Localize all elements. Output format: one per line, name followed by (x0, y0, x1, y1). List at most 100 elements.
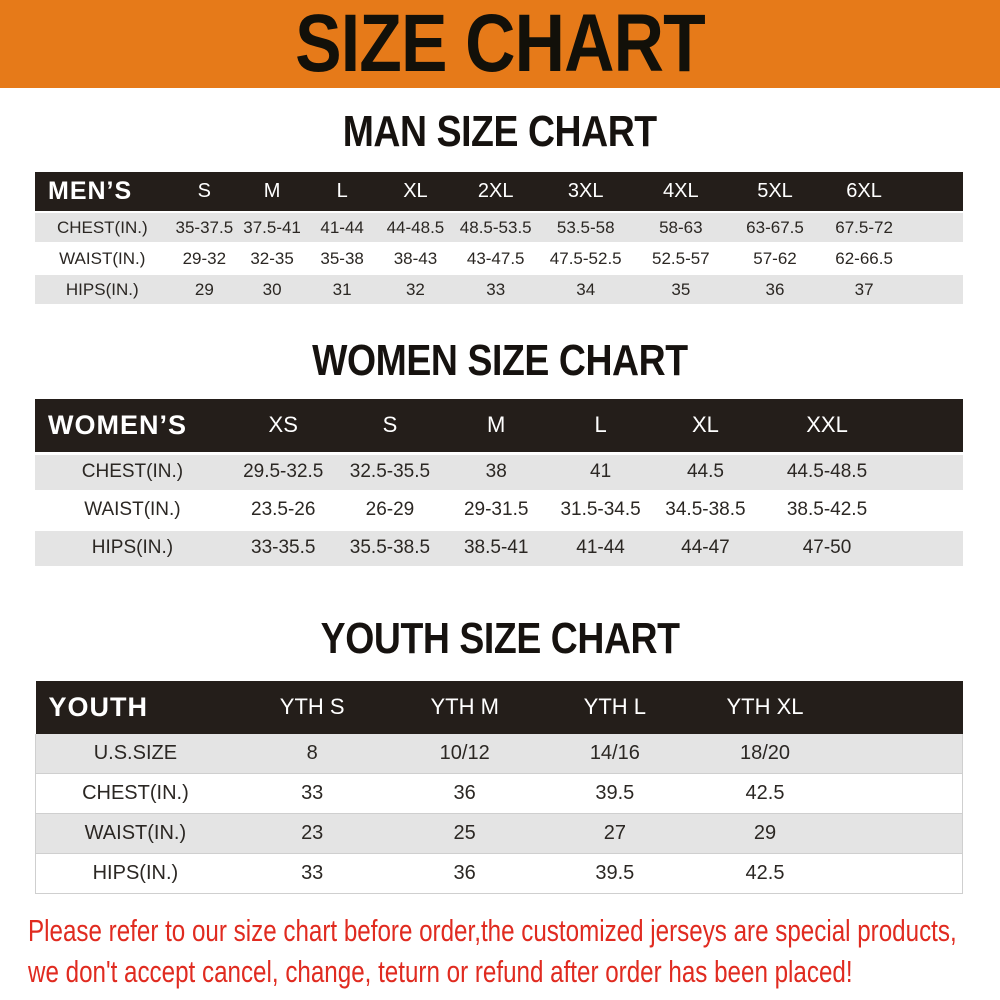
mens-size-table-size-header-cell: 6XL (820, 172, 909, 212)
value-cell: 44.5-48.5 (758, 451, 896, 493)
men-section-heading: MAN SIZE CHART (0, 108, 1000, 156)
disclaimer-line-1: Please refer to our size chart before or… (28, 913, 957, 948)
youth-size-table-header-row: YOUTH YTH S YTH M YTH L YTH XL (35, 680, 963, 734)
value-cell: 29 (169, 273, 240, 306)
value-cell: 36 (389, 853, 540, 894)
value-cell: 37 (820, 273, 909, 306)
disclaimer-line-2: we don't accept cancel, change, teturn o… (28, 954, 853, 989)
value-cell: 42.5 (689, 853, 841, 894)
value-cell: 52.5-57 (651, 248, 710, 268)
value-cell: 29 (689, 813, 841, 854)
womens-size-table-row: WAIST(IN.) 23.5-26 26-29 29-31.5 31.5-34.5 34… (35, 491, 963, 529)
value-cell: 35.5-38.5 (336, 527, 444, 569)
youth-size-table-title-cell: YOUTH (35, 680, 235, 734)
womens-size-table-row: HIPS(IN.) 33-35.5 35.5-38.5 38.5-41 41-44 44-… (35, 527, 963, 569)
value-cell: 48.5-53.5 (451, 211, 540, 244)
mens-size-table-size-header-cell: S (169, 172, 240, 212)
youth-section-heading: YOUTH SIZE CHART (0, 613, 1000, 663)
row-label-cell: WAIST(IN.) (34, 813, 235, 854)
men-section-heading-text: MAN SIZE CHART (342, 107, 658, 156)
value-cell: 23.5-26 (251, 499, 316, 520)
value-cell: 38 (443, 451, 550, 493)
spacer-cell (908, 211, 963, 244)
value-cell: 35-37.5 (169, 211, 240, 244)
womens-size-table-row: CHEST(IN.) 29.5-32.5 32.5-35.5 38 41 44.5 44.5… (35, 451, 963, 493)
mens-size-table-size-header-cell: L (305, 172, 380, 212)
youth-size-table-row: WAIST(IN.) 23 25 27 29 (34, 813, 964, 854)
value-cell: 35-38 (320, 248, 364, 268)
value-cell: 41-44 (549, 527, 653, 569)
value-cell: 29.5-32.5 (229, 451, 337, 493)
value-cell: 32 (379, 273, 452, 306)
row-label-cell: HIPS(IN.) (35, 273, 170, 306)
value-cell: 31.5-34.5 (560, 499, 641, 520)
womens-size-table-size-header-cell: XL (652, 399, 759, 453)
spacer-cell (840, 733, 964, 774)
spacer-cell (895, 451, 963, 493)
value-cell: 18/20 (689, 733, 841, 774)
spacer-cell (908, 273, 963, 306)
value-cell: 33-35.5 (229, 527, 337, 569)
youth-section-heading-text: YOUTH SIZE CHART (320, 613, 680, 663)
spacer-cell (840, 853, 964, 894)
womens-size-table-size-header-cell: M (443, 399, 550, 453)
row-label-cell: WAIST(IN.) (59, 248, 146, 268)
womens-size-table: WOMEN’S XS S M L XL XXL CHEST(IN.) 29.5-32.5 32.5… (35, 399, 963, 569)
row-label-cell: HIPS(IN.) (35, 527, 230, 569)
womens-size-table-size-header-cell: XS (229, 399, 337, 453)
value-cell: 32-35 (250, 248, 294, 268)
value-cell: 37.5-41 (239, 211, 306, 244)
value-cell: 39.5 (539, 773, 690, 814)
youth-size-table-size-header-cell: YTH M (389, 680, 540, 734)
mens-size-table-row: HIPS(IN.) 29 30 31 32 33 34 35 36 37 (35, 273, 963, 306)
row-label-cell: CHEST(IN.) (35, 451, 230, 493)
mens-size-table-size-header-cell: 4XL (631, 172, 730, 212)
value-cell: 39.5 (539, 853, 690, 894)
value-cell: 53.5-58 (539, 211, 632, 244)
mens-size-table: MEN’S S M L XL 2XL 3XL 4XL 5XL 6XL CHEST(IN.) 35-37… (35, 172, 963, 306)
value-cell: 43-47.5 (466, 248, 525, 268)
row-label-cell: WAIST(IN.) (84, 499, 181, 520)
womens-size-table-size-header-cell: S (336, 399, 444, 453)
womens-size-table-size-header-cell: L (549, 399, 653, 453)
women-section-heading: WOMEN SIZE CHART (0, 337, 1000, 385)
spacer-cell (895, 491, 963, 529)
mens-size-table-title-cell: MEN’S (35, 172, 170, 212)
value-cell: 44-47 (652, 527, 759, 569)
value-cell: 23 (234, 813, 390, 854)
value-cell: 25 (389, 813, 540, 854)
youth-size-table-size-header-cell: YTH L (539, 680, 690, 734)
value-cell: 34.5-38.5 (665, 499, 746, 520)
spacer-cell (908, 243, 963, 274)
mens-size-table-size-header-cell: M (239, 172, 306, 212)
value-cell: 8 (234, 733, 390, 774)
womens-size-table-header-row: WOMEN’S XS S M L XL XXL (35, 399, 963, 453)
youth-size-table-row: U.S.SIZE 8 10/12 14/16 18/20 (34, 733, 964, 774)
value-cell: 36 (389, 773, 540, 814)
row-label-cell: CHEST(IN.) (35, 211, 170, 244)
value-cell: 29-31.5 (463, 499, 529, 520)
value-cell: 38.5-42.5 (786, 499, 868, 520)
youth-size-table-size-header-cell: YTH S (234, 680, 390, 734)
value-cell: 36 (730, 273, 821, 306)
youth-size-table-size-header-cell: YTH XL (689, 680, 841, 734)
spacer-cell (895, 527, 963, 569)
mens-size-table-row: CHEST(IN.) 35-37.5 37.5-41 41-44 44-48.5 48.5… (35, 211, 963, 244)
value-cell: 67.5-72 (820, 211, 909, 244)
value-cell: 41 (549, 451, 653, 493)
value-cell: 27 (539, 813, 690, 854)
value-cell: 30 (239, 273, 306, 306)
mens-size-table-size-header-cell: XL (379, 172, 452, 212)
row-label-cell: U.S.SIZE (34, 733, 235, 774)
value-cell: 47.5-52.5 (549, 248, 622, 268)
womens-size-table-size-header-cell: XXL (758, 399, 896, 453)
value-cell: 38.5-41 (443, 527, 550, 569)
value-cell: 35 (631, 273, 730, 306)
value-cell: 33 (234, 853, 390, 894)
value-cell: 57-62 (753, 248, 797, 268)
spacer-cell (895, 399, 963, 453)
mens-size-table-size-header-cell: 5XL (730, 172, 821, 212)
value-cell: 10/12 (389, 733, 540, 774)
women-section-heading-text: WOMEN SIZE CHART (312, 336, 688, 385)
value-cell: 58-63 (631, 211, 730, 244)
